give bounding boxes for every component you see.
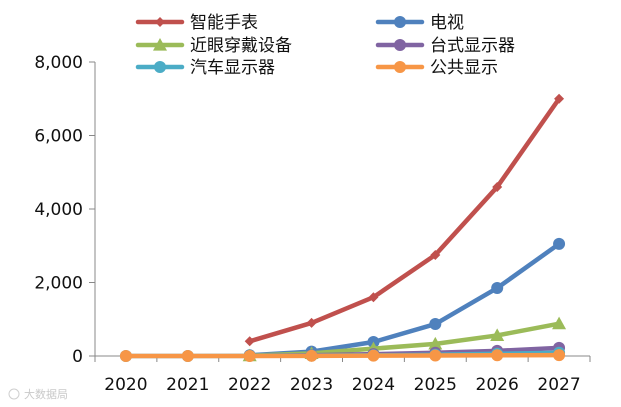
legend-label: 汽车显示器 <box>190 58 275 78</box>
data-point <box>491 282 504 295</box>
axes: 0 2,000 4,000 6,000 8,000 2020 2021 2022 2023 202… <box>34 53 591 395</box>
watermark-text: 大数据局 <box>24 387 68 401</box>
legend-label: 智能手表 <box>190 13 258 33</box>
data-point <box>181 350 194 362</box>
data-point <box>367 349 380 362</box>
data-point <box>368 292 379 303</box>
legend-marker <box>394 39 406 51</box>
data-point <box>554 93 565 104</box>
data-point <box>429 349 442 362</box>
data-point <box>429 318 442 331</box>
series-2 <box>243 237 566 362</box>
series-6 <box>119 349 566 362</box>
legend-item: 台式显示器 <box>375 36 515 56</box>
data-point <box>243 350 256 362</box>
y-tick-label: 0 <box>72 347 83 367</box>
x-tick-label: 2021 <box>166 375 209 395</box>
legend-label: 台式显示器 <box>430 36 515 56</box>
legend-item: 公共显示 <box>375 58 498 78</box>
data-point <box>492 181 503 192</box>
y-tick-label: 2,000 <box>34 274 83 294</box>
x-tick-label: 2020 <box>104 375 147 395</box>
legend-marker <box>153 38 167 51</box>
data-point <box>305 349 318 362</box>
watermark-icon <box>8 388 20 400</box>
legend-label: 近眼穿戴设备 <box>190 36 292 56</box>
x-tick-label: 2025 <box>414 375 457 395</box>
legend-item: 智能手表 <box>135 13 258 33</box>
series-line <box>247 96 562 344</box>
x-tick-label: 2022 <box>228 375 271 395</box>
x-tick-label: 2026 <box>476 375 519 395</box>
legend-label: 公共显示 <box>430 58 498 78</box>
data-point <box>430 249 441 260</box>
series-layer <box>119 93 567 362</box>
x-tick-label: 2024 <box>352 375 395 395</box>
y-tick-label: 4,000 <box>34 200 83 220</box>
series-1 <box>244 93 565 347</box>
series-line <box>247 241 562 358</box>
series-line <box>123 352 562 359</box>
data-point <box>244 336 255 347</box>
data-point <box>553 237 566 250</box>
legend-marker <box>394 61 406 73</box>
data-point <box>552 316 567 330</box>
y-tick-label: 8,000 <box>34 53 83 73</box>
watermark: 大数据局 <box>8 387 68 401</box>
data-point <box>428 336 443 350</box>
legend-item: 汽车显示器 <box>135 58 275 78</box>
legend-marker <box>155 17 165 27</box>
legend-item: 近眼穿戴设备 <box>135 36 292 56</box>
x-tick-label: 2023 <box>290 375 333 395</box>
data-point <box>119 350 132 362</box>
legend-item: 电视 <box>375 13 464 33</box>
data-point <box>491 349 504 362</box>
y-tick-label: 6,000 <box>34 127 83 147</box>
data-point <box>490 328 505 342</box>
legend-marker <box>154 61 166 73</box>
data-point <box>306 317 317 328</box>
legend-marker <box>394 16 406 28</box>
data-point <box>553 349 566 362</box>
legend-label: 电视 <box>430 13 464 33</box>
x-tick-label: 2027 <box>537 375 580 395</box>
